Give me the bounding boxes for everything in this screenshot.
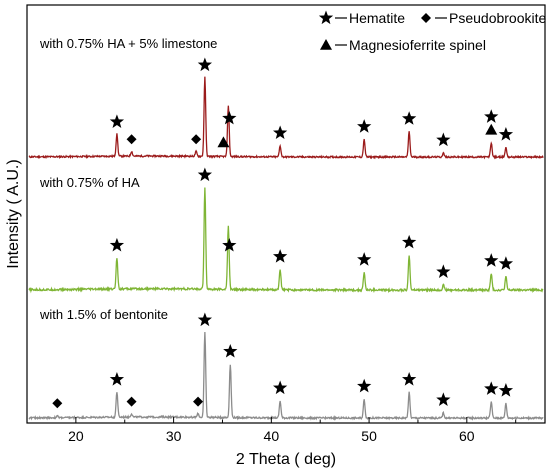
x-tick-label: 50 [361,428,377,444]
series-line [28,76,544,160]
x-tick-label: 20 [68,428,84,444]
x-tick-label: 30 [166,428,182,444]
series-label: with 0.75% HA + 5% limestone [39,36,217,51]
star-marker [273,380,288,395]
legend-entry: Magnesioferrite spinel [349,37,486,53]
star-marker [109,114,125,128]
x-tick-label: 40 [264,428,280,444]
star-marker [357,119,372,133]
star-marker [357,252,372,266]
y-axis-title: Intensity ( A.U.) [5,159,22,268]
star-marker [273,125,288,140]
star-marker [498,383,514,397]
series-traces [28,76,544,421]
series-line [28,332,544,421]
legend-triangle-icon [320,39,332,50]
series-line [28,187,544,294]
star-marker [484,253,499,267]
star-marker [273,249,288,263]
star-marker [109,237,125,252]
star-marker [484,109,499,123]
diamond-marker [193,396,204,407]
star-marker [498,127,514,141]
star-marker [402,234,417,249]
plot-frame [26,4,546,424]
star-marker [436,132,451,147]
x-axis-title: 2 Theta ( deg) [236,451,336,468]
diamond-marker [191,134,202,145]
legend-diamond-icon [421,13,431,23]
diamond-marker [126,134,137,145]
series-label: with 0.75% of HA [39,175,140,190]
star-marker [197,57,213,72]
diamond-marker [52,398,63,409]
series-label: with 1.5% of bentonite [39,307,168,322]
star-marker [222,110,237,125]
phase-markers [52,57,514,409]
x-axis: 20 30 40 50 60 [26,417,517,444]
star-marker [498,256,514,270]
star-marker [402,372,417,386]
triangle-marker [485,123,498,135]
star-marker [197,167,213,182]
legend-star-icon [318,10,334,25]
diamond-marker [126,396,137,407]
series-labels: with 0.75% HA + 5% limestone with 0.75% o… [39,36,217,322]
triangle-marker [217,136,230,148]
legend: Hematite Pseudobrookite Magnesioferrite sp… [318,10,547,53]
legend-entry: Hematite [349,10,405,26]
star-marker [357,378,372,393]
star-marker [109,372,125,386]
star-marker [223,343,238,358]
star-marker [197,312,213,327]
x-tick-label: 60 [459,428,475,444]
star-marker [402,111,417,125]
star-marker [484,381,499,395]
star-marker [436,392,451,406]
star-marker [436,264,451,278]
legend-entry: Pseudobrookite [449,10,547,26]
star-marker [222,237,237,252]
